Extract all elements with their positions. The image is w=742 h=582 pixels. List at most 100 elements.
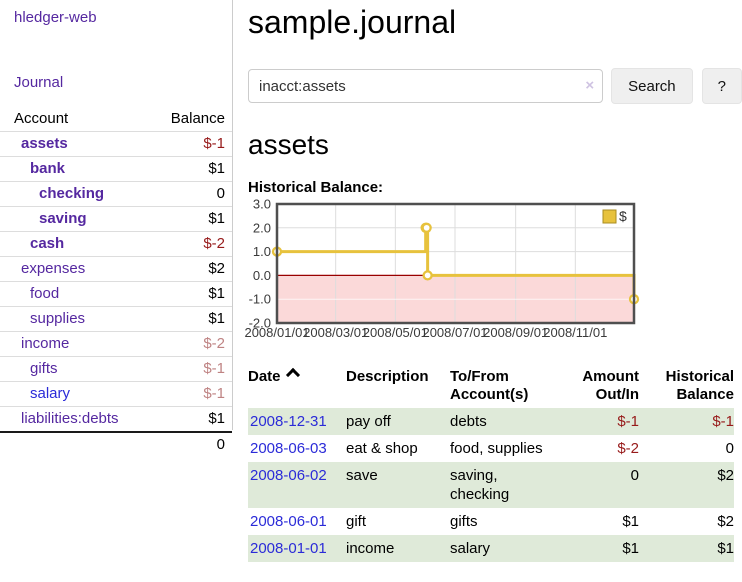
transaction-balance: $2 [717,513,734,530]
transaction-balance: $1 [717,540,734,557]
sort-ascending-icon [285,367,300,383]
transaction-description: save [346,467,378,484]
account-balance: $-1 [203,360,225,377]
y-axis-tick-label: 1.0 [253,244,271,259]
account-link[interactable]: expenses [21,260,86,277]
transaction-accounts: saving, checking [450,467,510,503]
accounts-header-account: Account [14,110,69,127]
chart-title: Historical Balance: [248,179,384,196]
account-balance: $-1 [203,385,225,402]
register-row: 2008-01-01 income salary $1 $1 [248,535,734,562]
transaction-amount: 0 [630,467,639,484]
account-heading: assets [248,129,329,160]
account-link[interactable]: saving [39,210,87,227]
account-link[interactable]: salary [30,385,71,402]
register-table: Date Description To/From Account(s) Amount … [248,364,734,562]
sidebar-item-journal[interactable]: Journal [14,74,64,91]
transaction-balance: $2 [717,467,734,484]
account-link[interactable]: food [30,285,60,302]
x-axis-tick-label: 2008/05/01 [363,325,428,340]
account-link[interactable]: bank [30,160,66,177]
account-row: salary $-1 [0,381,232,407]
transaction-description: gift [346,513,367,530]
account-balance: $1 [208,160,225,177]
accounts-header-balance: Balance [170,110,225,127]
legend-swatch [602,209,617,224]
account-row: cash $-2 [0,231,232,257]
y-axis-tick-label: 3.0 [253,197,271,212]
help-button[interactable]: ? [701,68,742,104]
transaction-balance: 0 [725,440,734,457]
account-row: gifts $-1 [0,356,232,382]
account-balance: $-2 [203,335,225,352]
account-balance: $2 [208,260,225,277]
search-input-wrap: × [248,69,604,103]
transaction-date-link[interactable]: 2008-06-03 [250,440,327,457]
x-axis-tick-label: 2008/11/01 [543,325,607,340]
transaction-date-link[interactable]: 2008-01-01 [250,540,327,557]
account-balance: $1 [208,210,225,227]
register-header-historical-balance: Historical Balance [665,368,734,403]
search-input[interactable] [248,69,604,103]
account-row: bank $1 [0,156,232,182]
x-axis-tick-label: 2008/07/01 [422,325,487,340]
account-row: saving $1 [0,206,232,232]
search-bar: × Search ? [248,68,742,104]
account-row: checking 0 [0,181,232,207]
account-link[interactable]: checking [39,185,105,202]
transaction-accounts: gifts [450,513,478,530]
account-balance: $1 [208,285,225,302]
register-header-amount-out-in: Amount Out/In [582,368,639,403]
register-header-description: Description [346,368,429,385]
account-balance: $1 [208,410,225,427]
transaction-amount: $1 [622,540,639,557]
search-button[interactable]: Search [611,68,693,104]
account-balance: $1 [208,310,225,327]
register-row: 2008-06-02 save saving, checking 0 $2 [248,462,734,508]
transaction-balance: $-1 [712,413,734,430]
sidebar: hledger-web Journal Account Balance asse… [0,0,233,453]
page-title: sample.journal [248,4,457,40]
historical-balance-chart: $3.0 2.0 1.0 0.0 -1.0 -2.0 2008/01/01 2008/03/0… [244,197,742,341]
account-row: expenses $2 [0,256,232,282]
accounts-table: Account Balance assets $-1 bank $1 checking 0… [0,107,232,457]
account-row: food $1 [0,281,232,307]
transaction-description: income [346,540,395,557]
app-title-link[interactable]: hledger-web [14,9,97,26]
accounts-total-spacer [0,432,152,457]
register-header-date[interactable]: Date [248,364,346,408]
transaction-date-link[interactable]: 2008-06-01 [250,513,327,530]
account-balance: $-1 [203,135,225,152]
transaction-amount: $-1 [617,413,639,430]
account-link[interactable]: liabilities:debts [21,410,119,427]
transaction-date-link[interactable]: 2008-06-02 [250,467,327,484]
account-link[interactable]: assets [21,135,68,152]
account-row: liabilities:debts $1 [0,406,232,433]
account-row: assets $-1 [0,131,232,157]
account-balance: 0 [216,185,225,202]
account-balance: $-2 [203,235,225,252]
transaction-date-link[interactable]: 2008-12-31 [250,413,327,430]
transaction-description: pay off [346,413,391,430]
legend-label: $ [619,208,627,224]
account-link[interactable]: supplies [30,310,86,327]
y-axis-tick-label: 2.0 [253,220,271,235]
clear-search-icon[interactable]: × [585,77,595,94]
account-link[interactable]: gifts [30,360,58,377]
chart-canvas: $3.0 2.0 1.0 0.0 -1.0 -2.02008/01/012008/03/0… [244,197,640,340]
y-axis-tick-label: -1.0 [249,292,271,307]
x-axis-tick-label: 2008/03/01 [303,325,368,340]
transaction-accounts: food, supplies [450,440,543,457]
accounts-total-value: 0 [216,436,225,453]
account-row: supplies $1 [0,306,232,332]
account-link[interactable]: cash [30,235,65,252]
y-axis-tick-label: 0.0 [253,268,271,283]
register-row: 2008-06-01 gift gifts $1 $2 [248,508,734,535]
transaction-amount: $-2 [617,440,639,457]
register-header-row: Date Description To/From Account(s) Amount … [248,364,734,408]
y-axis-tick-label: -2.0 [249,316,271,331]
transaction-accounts: salary [450,540,491,557]
register-row: 2008-06-03 eat & shop food, supplies $-2 0 [248,435,734,462]
account-link[interactable]: income [21,335,70,352]
transaction-accounts: debts [450,413,487,430]
